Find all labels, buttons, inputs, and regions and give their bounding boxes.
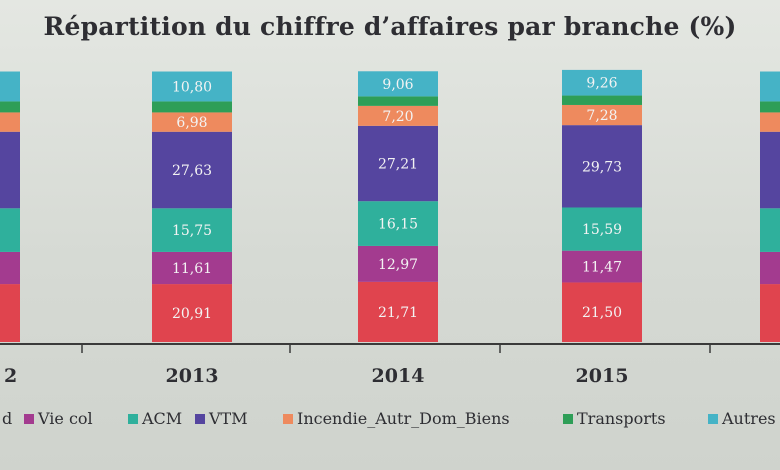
x-tick-label: 2 bbox=[4, 365, 17, 387]
data-label: 27,21 bbox=[378, 157, 418, 173]
bar-segment bbox=[760, 71, 780, 102]
bar-segment bbox=[0, 208, 20, 252]
bar-segment bbox=[562, 104, 642, 126]
bar-segment bbox=[0, 284, 20, 342]
data-label: 15,75 bbox=[172, 223, 212, 239]
data-label: 9,26 bbox=[586, 76, 617, 92]
bar-segment bbox=[152, 112, 232, 132]
data-label: 9,06 bbox=[382, 77, 413, 93]
bar-segment bbox=[358, 125, 438, 202]
bar-segment bbox=[358, 105, 438, 126]
bar-segment bbox=[0, 112, 20, 132]
data-label: 27,63 bbox=[172, 163, 212, 179]
bar-segment bbox=[760, 131, 780, 209]
bar-segment bbox=[562, 69, 642, 96]
data-label: 15,59 bbox=[582, 222, 622, 238]
data-label: 11,61 bbox=[172, 261, 212, 277]
bar-segment bbox=[0, 251, 20, 285]
bar-segment bbox=[358, 71, 438, 97]
data-label: 7,28 bbox=[586, 108, 617, 124]
bar-segment bbox=[0, 101, 20, 113]
legend-label: Transports bbox=[577, 409, 666, 428]
chart-title: Répartition du chiffre d’affaires par br… bbox=[43, 12, 737, 41]
bar-segment bbox=[760, 284, 780, 342]
legend-label: Autres bbox=[721, 409, 776, 428]
data-label: 11,47 bbox=[582, 260, 622, 276]
x-tick-label: 2015 bbox=[576, 365, 629, 387]
bar-segment bbox=[152, 251, 232, 285]
bar-segment bbox=[358, 281, 438, 342]
bar-segment bbox=[0, 131, 20, 209]
bar-segment bbox=[358, 245, 438, 282]
bar-segment bbox=[152, 101, 232, 113]
legend-swatch bbox=[563, 414, 573, 424]
legend-swatch bbox=[283, 414, 293, 424]
bar-segment bbox=[358, 96, 438, 106]
data-label: 6,98 bbox=[176, 115, 207, 131]
data-label: 12,97 bbox=[378, 257, 418, 273]
bar-segment bbox=[562, 125, 642, 208]
bar-segment bbox=[152, 208, 232, 252]
bar-segment bbox=[562, 207, 642, 251]
data-label: 7,20 bbox=[382, 109, 413, 125]
data-label: 21,71 bbox=[378, 305, 418, 321]
bar-segment bbox=[760, 101, 780, 113]
x-tick-label: 2014 bbox=[372, 365, 425, 387]
data-label: 21,50 bbox=[582, 305, 622, 321]
data-label: 10,80 bbox=[172, 79, 212, 95]
bar-segment bbox=[760, 112, 780, 132]
bar-segment bbox=[562, 250, 642, 283]
legend-label: Incendie_Autr_Dom_Biens bbox=[297, 409, 510, 428]
bar-segment bbox=[358, 201, 438, 246]
x-tick-label: 2013 bbox=[166, 365, 219, 387]
bar-segment bbox=[562, 95, 642, 105]
legend-swatch bbox=[195, 414, 205, 424]
bar-segment bbox=[152, 131, 232, 209]
legend-label: VTM bbox=[208, 409, 248, 428]
legend-swatch bbox=[708, 414, 718, 424]
legend-swatch bbox=[128, 414, 138, 424]
legend-swatch bbox=[24, 414, 34, 424]
data-label: 16,15 bbox=[378, 217, 418, 233]
legend-label: d bbox=[2, 409, 12, 428]
bar-segment bbox=[0, 71, 20, 102]
legend-label: ACM bbox=[141, 409, 182, 428]
legend-label: Vie col bbox=[37, 409, 93, 428]
bar-segment bbox=[760, 251, 780, 285]
data-label: 20,91 bbox=[172, 306, 212, 322]
bar-segment bbox=[152, 71, 232, 102]
bar-segment bbox=[760, 208, 780, 252]
bar-segment bbox=[562, 282, 642, 342]
data-label: 29,73 bbox=[582, 159, 622, 175]
bar-segment bbox=[152, 284, 232, 342]
